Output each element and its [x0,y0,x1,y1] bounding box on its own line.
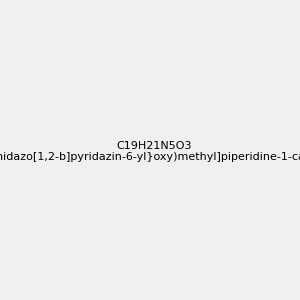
Text: C19H21N5O3
5-{4-[({2-Methylimidazo[1,2-b]pyridazin-6-yl}oxy)methyl]piperidine-1-: C19H21N5O3 5-{4-[({2-Methylimidazo[1,2-b… [0,141,300,162]
